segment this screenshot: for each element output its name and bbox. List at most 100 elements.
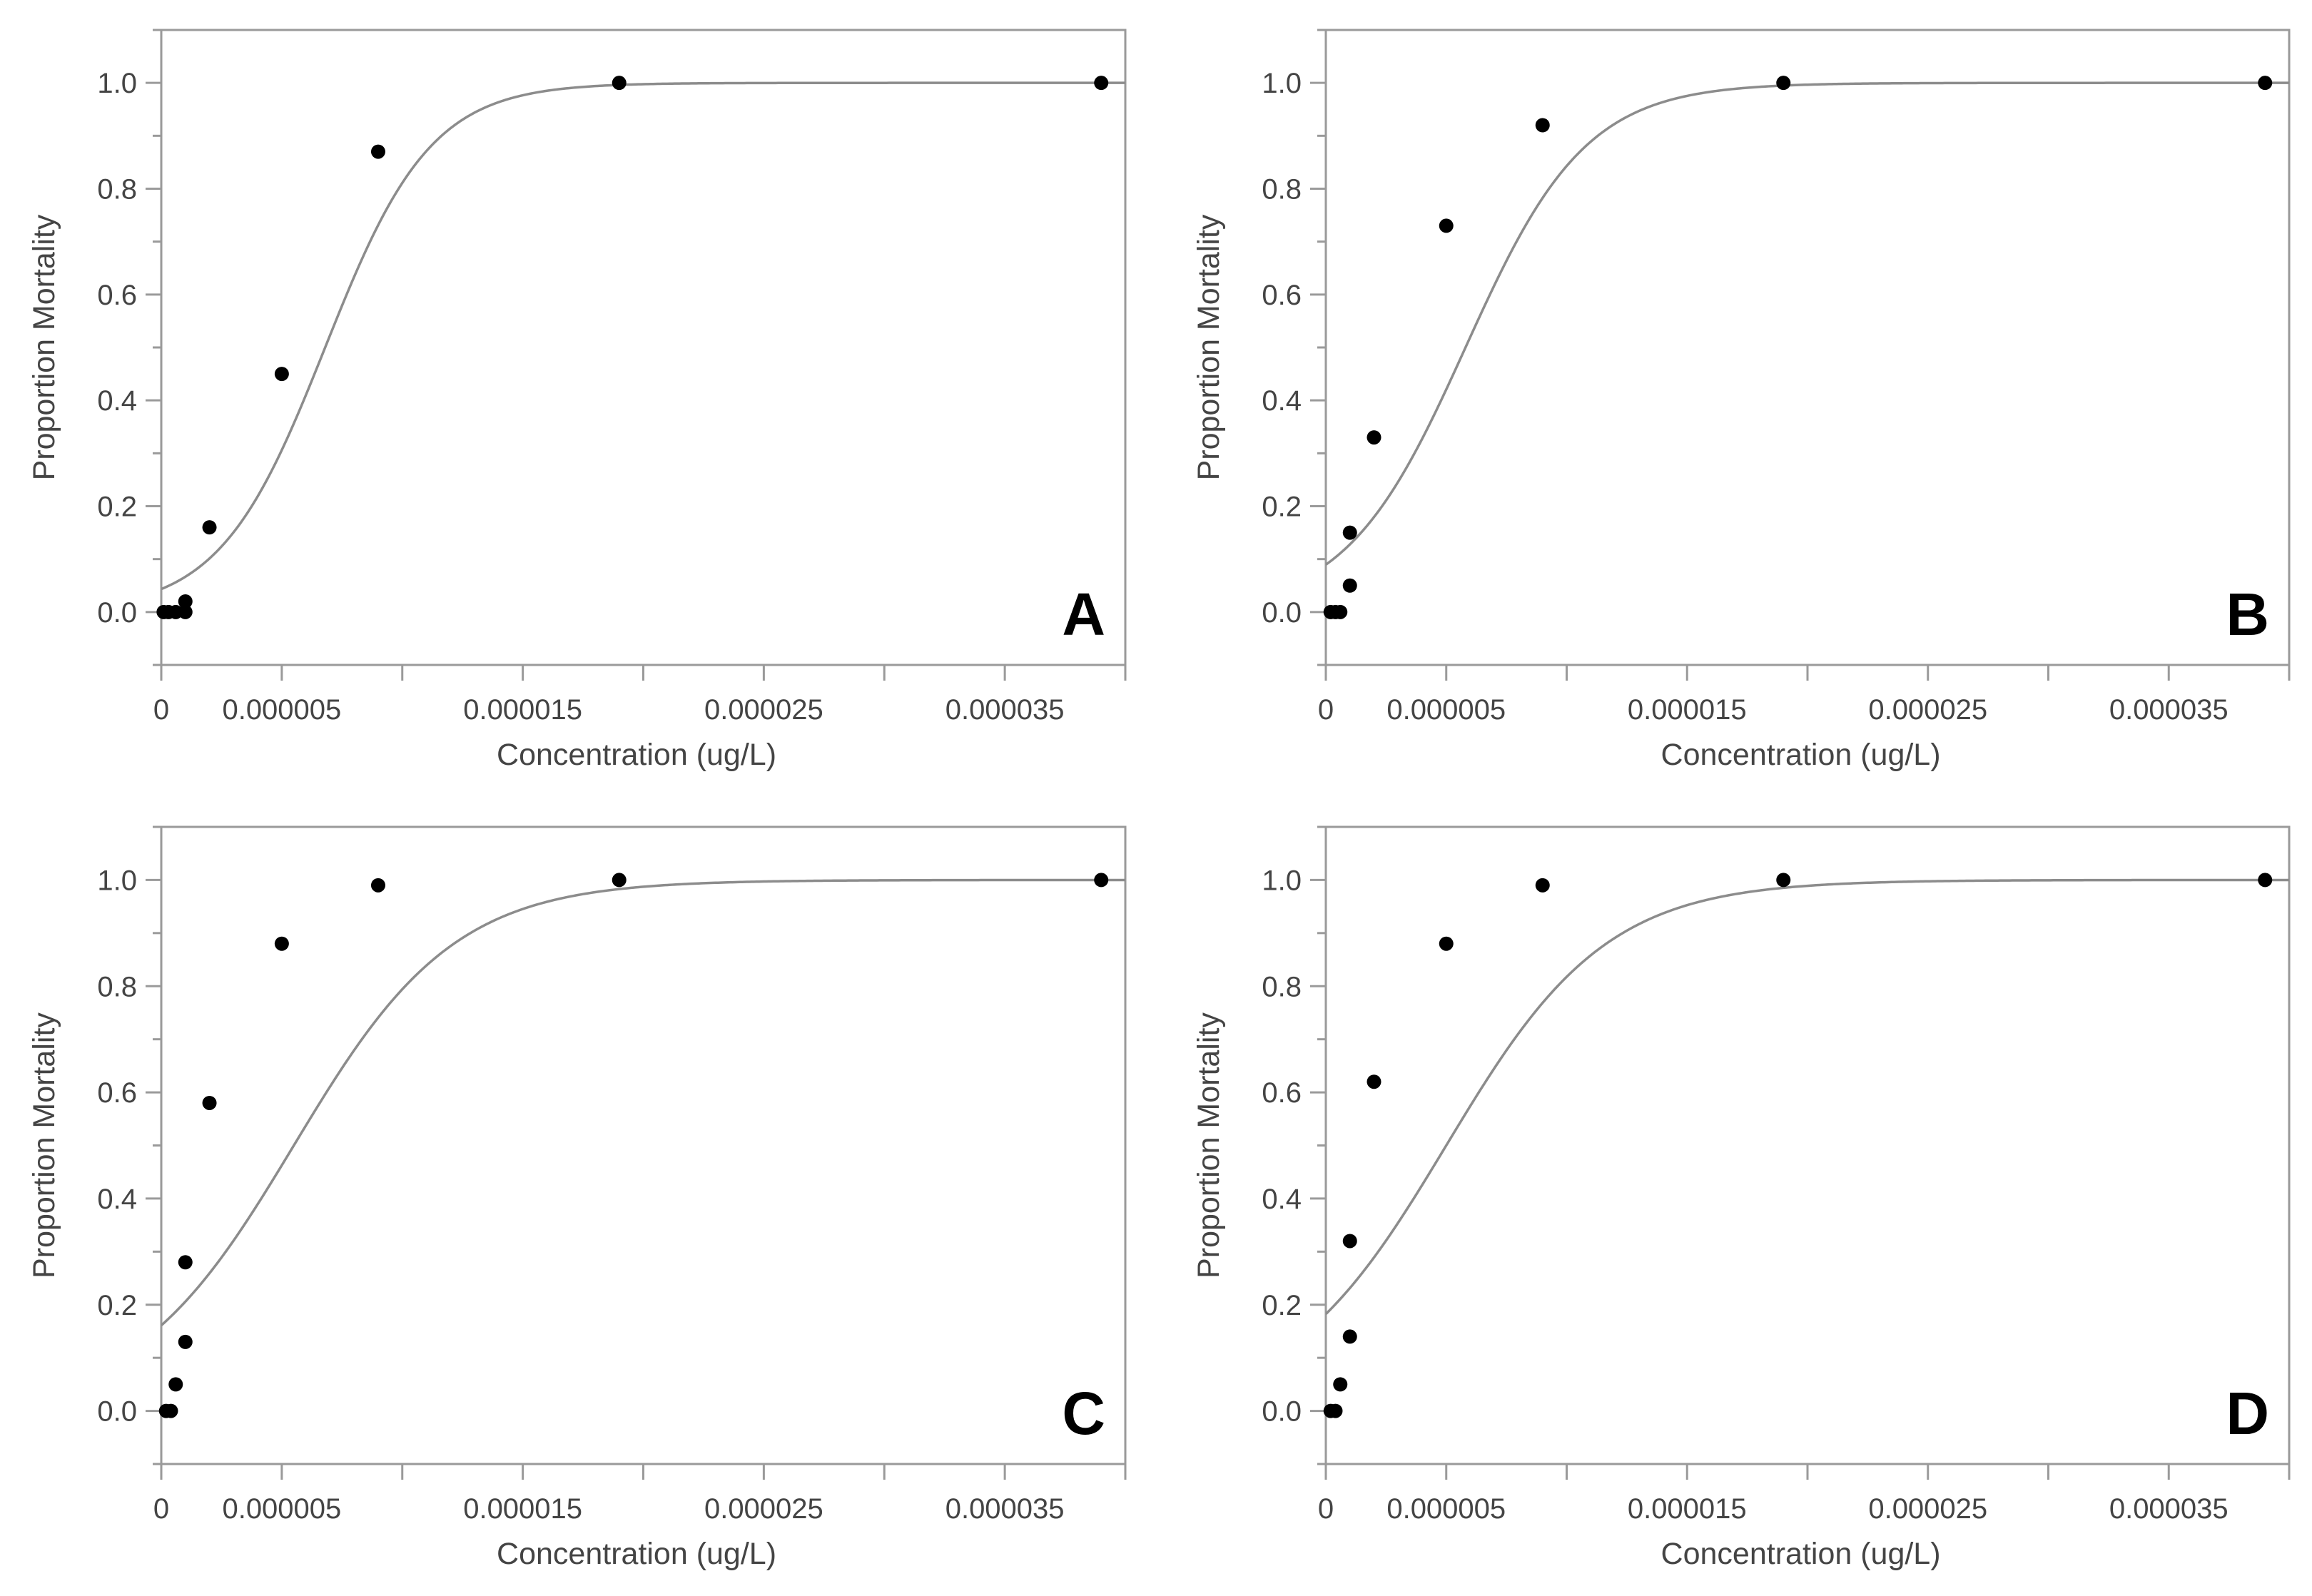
- panel-a-plot-frame: [160, 29, 1127, 666]
- panel-a-x-tick-label: 0: [153, 694, 169, 726]
- panel-a-y-axis-label: Proportion Mortality: [27, 214, 61, 480]
- panel-d-data-point: [1439, 936, 1454, 951]
- panel-b-x-tick-label: 0.000005: [1386, 694, 1506, 726]
- panel-a-y-tick-label: 0.4: [97, 385, 137, 417]
- panel-a-x-tick-label: 0.000035: [945, 694, 1065, 726]
- panel-c-y-tick-label: 0.0: [97, 1396, 137, 1428]
- panel-c-y-tick-label: 0.2: [97, 1290, 137, 1321]
- panel-c-data-point: [168, 1377, 183, 1392]
- panel-c-data-point: [202, 1095, 217, 1110]
- panel-c-data-point: [1094, 873, 1109, 888]
- panel-c-x-tick-label: 0: [153, 1493, 169, 1525]
- panel-b-plot-frame: [1324, 29, 2291, 666]
- panel-c-data-point: [178, 1255, 193, 1270]
- panel-b-y-tick-label: 0.0: [1262, 597, 1302, 629]
- panel-c-data-point: [370, 878, 385, 893]
- panel-c-y-axis-label: Proportion Mortality: [27, 1012, 61, 1279]
- panel-c: 0.0 0.2 0.4 0.6 0.8 1.0 0 0.000005 0.000015 0.000…: [27, 825, 1127, 1571]
- panel-c-x-tick-label: 0.000025: [704, 1493, 823, 1525]
- panel-d-fit-curve: [1326, 878, 2289, 1316]
- panel-a-data-point: [370, 144, 385, 159]
- panel-d-x-tick-label: 0.000005: [1386, 1493, 1506, 1525]
- panel-a-y-tick-label: 0.6: [97, 280, 137, 311]
- panel-c-letter: C: [1062, 1380, 1105, 1447]
- panel-b-data-point: [1333, 604, 1348, 619]
- panel-d: 0.0 0.2 0.4 0.6 0.8 1.0 0 0.000005 0.000015 0.000…: [1192, 825, 2291, 1571]
- panel-a-data-point: [274, 367, 289, 382]
- panel-a-y-tick-label: 1.0: [97, 68, 137, 99]
- panel-b-fit-curve: [1326, 81, 2289, 566]
- panel-a-y-tick-label: 0.8: [97, 174, 137, 205]
- panel-b-y-tick-label: 0.2: [1262, 492, 1302, 523]
- panel-a-x-tick-label: 0.000025: [704, 694, 823, 726]
- panel-c-plot-frame: [160, 825, 1127, 1465]
- panel-b-x-tick-label: 0.000025: [1868, 694, 1987, 726]
- panel-b-x-tick-label: 0: [1318, 694, 1334, 726]
- panel-a-y-tick-label: 0.2: [97, 492, 137, 523]
- panel-d-plot-frame: [1324, 825, 2291, 1465]
- panel-b-x-tick-label: 0.000015: [1628, 694, 1747, 726]
- panel-a-x-tick-label: 0.000015: [463, 694, 582, 726]
- panel-a-x-axis-label: Concentration (ug/L): [497, 738, 776, 772]
- panel-b-y-tick-label: 0.8: [1262, 174, 1302, 205]
- panel-a-fit-curve: [161, 81, 1125, 591]
- panel-a-data-point: [178, 594, 193, 609]
- panel-c-y-tick-label: 0.4: [97, 1184, 137, 1215]
- panel-d-y-tick-label: 0.0: [1262, 1396, 1302, 1428]
- panel-c-y-tick-label: 0.6: [97, 1077, 137, 1109]
- panel-d-y-tick-label: 1.0: [1262, 865, 1302, 896]
- panel-c-y-tick-label: 0.8: [97, 971, 137, 1002]
- panel-b-y-tick-label: 0.4: [1262, 385, 1302, 417]
- panel-c-x-tick-label: 0.000005: [222, 1493, 341, 1525]
- panel-b-x-axis-label: Concentration (ug/L): [1661, 738, 1941, 772]
- panel-a-data-point: [612, 76, 627, 91]
- panel-d-y-axis-label: Proportion Mortality: [1192, 1012, 1226, 1279]
- panel-d-x-tick-label: 0: [1318, 1493, 1334, 1525]
- panel-b-data-point: [1439, 218, 1454, 233]
- panel-b-data-point: [1367, 430, 1381, 445]
- panel-a-data-point: [1094, 76, 1109, 91]
- panel-c-y-tick-label: 1.0: [97, 865, 137, 896]
- panel-d-data-point: [1367, 1074, 1381, 1089]
- panel-c-x-tick-label: 0.000015: [463, 1493, 582, 1525]
- panel-d-data-point: [2258, 873, 2273, 888]
- panel-a-data-point: [202, 520, 217, 535]
- panel-c-x-tick-label: 0.000035: [945, 1493, 1065, 1525]
- panel-b-y-tick-label: 0.6: [1262, 280, 1302, 311]
- panel-b-data-point: [1342, 578, 1357, 593]
- panel-b-y-tick-label: 1.0: [1262, 68, 1302, 99]
- panel-d-x-tick-label: 0.000015: [1628, 1493, 1747, 1525]
- panel-d-x-tick-label: 0.000035: [2109, 1493, 2229, 1525]
- panel-c-data-point: [274, 936, 289, 951]
- panel-d-letter: D: [2226, 1380, 2269, 1447]
- panel-d-data-point: [1342, 1329, 1357, 1344]
- panel-b: 0.0 0.2 0.4 0.6 0.8 1.0 0 0.000005 0.000015 0.000…: [1192, 29, 2291, 772]
- panel-b-y-axis-label: Proportion Mortality: [1192, 214, 1226, 480]
- panel-c-data-point: [612, 873, 627, 888]
- panel-b-data-point: [1535, 118, 1550, 133]
- panel-c-data-point: [178, 1334, 193, 1349]
- panel-d-x-tick-label: 0.000025: [1868, 1493, 1987, 1525]
- panel-a: 0.0 0.2 0.4 0.6 0.8 1.0 0 0.000005 0.000015 0.000…: [27, 29, 1127, 772]
- panel-a-x-tick-label: 0.000005: [222, 694, 341, 726]
- panel-a-letter: A: [1062, 581, 1105, 648]
- panel-a-data-point: [178, 604, 193, 619]
- panel-d-y-tick-label: 0.4: [1262, 1184, 1302, 1215]
- panel-c-data-point: [163, 1403, 178, 1418]
- panel-c-x-axis-label: Concentration (ug/L): [497, 1537, 776, 1571]
- panel-d-data-point: [1328, 1403, 1343, 1418]
- panel-d-data-point: [1342, 1234, 1357, 1249]
- panel-d-x-axis-label: Concentration (ug/L): [1661, 1537, 1941, 1571]
- panel-a-y-tick-label: 0.0: [97, 597, 137, 629]
- panel-b-data-point: [2258, 76, 2273, 91]
- panel-c-fit-curve: [161, 878, 1125, 1326]
- panel-b-letter: B: [2226, 581, 2269, 648]
- panel-b-x-tick-label: 0.000035: [2109, 694, 2229, 726]
- panel-b-data-point: [1776, 76, 1791, 91]
- panel-d-y-tick-label: 0.6: [1262, 1077, 1302, 1109]
- panel-d-data-point: [1333, 1377, 1348, 1392]
- panel-b-data-point: [1342, 525, 1357, 540]
- panel-d-data-point: [1776, 873, 1791, 888]
